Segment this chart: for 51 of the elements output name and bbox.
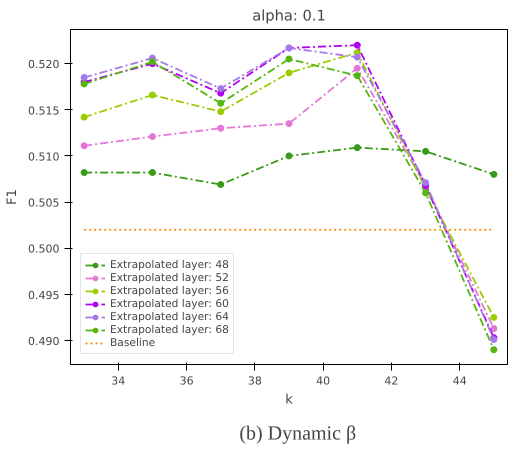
- point: [286, 69, 292, 76]
- chart-title: alpha: 0.1: [252, 8, 326, 24]
- point: [148, 133, 156, 140]
- x-tick-label: 34: [111, 374, 126, 388]
- y-tick-label: 0.520: [28, 58, 60, 72]
- text: (b) Dynamic β: [239, 422, 356, 444]
- y-tick-label: 0.515: [28, 104, 60, 118]
- point: [217, 100, 224, 107]
- point: [490, 170, 498, 178]
- y-tick-label: 0.490: [28, 335, 60, 348]
- point: [354, 42, 361, 49]
- point: [354, 64, 361, 72]
- y-tick-label: 0.510: [28, 150, 60, 164]
- y-tick-label: 0.505: [28, 196, 60, 210]
- point: [286, 152, 292, 160]
- legend-label: Extrapolated layer: 52: [110, 271, 229, 284]
- point: [148, 92, 156, 99]
- point: [80, 169, 88, 176]
- y-tick-label: 0.500: [28, 242, 60, 256]
- point: [354, 54, 361, 61]
- point: [422, 148, 430, 155]
- x-tick-label: 42: [384, 374, 398, 388]
- x-axis-title: k: [285, 392, 294, 408]
- point: [80, 142, 88, 150]
- point: [217, 124, 224, 132]
- point: [490, 314, 498, 321]
- legend-label: Extrapolated layer: 60: [110, 297, 229, 310]
- point: [490, 325, 498, 332]
- legend-label: Extrapolated layer: 64: [110, 310, 229, 323]
- point: [490, 346, 498, 354]
- point: [354, 144, 361, 152]
- point: [286, 120, 292, 128]
- point: [217, 108, 224, 116]
- point: [422, 179, 430, 186]
- legend-label: Extrapolated layer: 68: [110, 323, 229, 336]
- x-tick-label: 40: [316, 374, 330, 388]
- legend-label: Baseline: [110, 336, 156, 349]
- point: [286, 56, 292, 63]
- legend-label: Extrapolated layer: 56: [110, 284, 229, 297]
- point: [148, 169, 156, 176]
- y-tick-label: 0.495: [28, 288, 60, 302]
- point: [80, 114, 88, 121]
- point: [217, 181, 224, 188]
- x-tick-label: 36: [180, 374, 194, 388]
- point: [354, 72, 361, 80]
- point: [217, 85, 224, 92]
- point: [80, 74, 88, 81]
- x-tick-label: 38: [248, 374, 262, 388]
- x-tick-label: 44: [452, 374, 467, 388]
- y-axis-title: F1: [5, 189, 20, 205]
- legend-label: Extrapolated layer: 48: [110, 258, 229, 271]
